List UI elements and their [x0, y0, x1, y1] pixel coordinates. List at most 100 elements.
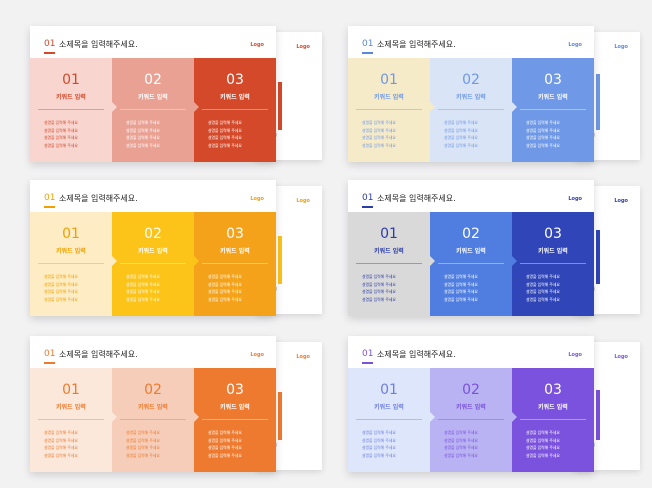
step-number: 01 — [62, 382, 80, 398]
divider — [38, 109, 104, 110]
divider — [120, 263, 186, 264]
step-description: 설명을 입력해 주세요 — [44, 127, 78, 133]
logo: Logo — [250, 352, 264, 358]
step-description: 설명을 입력해 주세요 — [44, 437, 78, 443]
step-panel: 03 키워드 입력 설명을 입력해 주세요 설명을 입력해 주세요 설명을 입력해 … — [512, 58, 594, 162]
arrow-icon — [194, 412, 199, 422]
step-number: 01 — [380, 72, 398, 88]
logo: Logo — [614, 44, 628, 50]
arrow-icon — [512, 102, 517, 112]
step-panel: 03 키워드 입력 설명을 입력해 주세요 설명을 입력해 주세요 설명을 입력해 … — [194, 212, 276, 316]
step-panel: 02 키워드 입력 설명을 입력해 주세요 설명을 입력해 주세요 설명을 입력해 … — [430, 212, 517, 316]
slide-title: 소제목을 입력해주세요. — [59, 194, 138, 203]
step-number: 03 — [544, 382, 562, 398]
step-number: 02 — [144, 382, 162, 398]
logo: Logo — [296, 44, 310, 50]
step-description: 설명을 입력해 주세요 — [44, 274, 78, 279]
step-description: 설명을 입력해 주세요 — [208, 289, 242, 294]
divider — [38, 263, 104, 264]
step-number: 02 — [144, 72, 162, 88]
section-number: 01 — [362, 39, 374, 54]
step-description: 설명을 입력해 주세요 — [208, 437, 242, 443]
step-description: 설명을 입력해 주세요 — [208, 142, 242, 148]
step-description: 설명을 입력해 주세요 — [44, 142, 78, 148]
step-description: 설명을 입력해 주세요 — [208, 120, 242, 125]
step-description: 설명을 입력해 주세요 — [362, 452, 396, 458]
step-panel: 01 키워드 입력 설명을 입력해 주세요 설명을 입력해 주세요 설명을 입력해 … — [30, 212, 117, 316]
front-slide: 01 소제목을 입력해주세요. Logo 01 키워드 입력 설명을 입력해 주… — [30, 180, 276, 316]
logo: Logo — [296, 198, 310, 204]
step-keyword: 키워드 입력 — [456, 94, 486, 101]
section-number: 01 — [44, 39, 56, 54]
logo: Logo — [568, 352, 582, 358]
slide-title: 소제목을 입력해주세요. — [377, 40, 456, 49]
step-description: 설명을 입력해 주세요 — [362, 120, 396, 125]
step-panel: 03 키워드 입력 설명을 입력해 주세요 설명을 입력해 주세요 설명을 입력해 … — [194, 58, 276, 162]
arrow-icon — [112, 412, 117, 422]
step-description: 설명을 입력해 주세요 — [208, 135, 242, 140]
template-thumbnail[interactable]: Logo 4분기 01 소제목을 입력해주세요. Logo 01 키워드 입력 … — [348, 336, 640, 472]
template-thumbnail[interactable]: Logo 4분기 01 소제목을 입력해주세요. Logo 01 키워드 입력 … — [30, 26, 322, 162]
template-thumbnail[interactable]: Logo 4분기 01 소제목을 입력해주세요. Logo 01 키워드 입력 … — [30, 180, 322, 316]
chart-bar — [596, 390, 600, 440]
step-number: 01 — [62, 72, 80, 88]
template-thumbnail[interactable]: Logo 4분기 01 소제목을 입력해주세요. Logo 01 키워드 입력 … — [348, 26, 640, 162]
step-panel: 01 키워드 입력 설명을 입력해 주세요 설명을 입력해 주세요 설명을 입력해 … — [30, 58, 117, 162]
slide-header: 01 소제목을 입력해주세요. Logo — [30, 336, 276, 368]
logo: Logo — [614, 354, 628, 360]
step-description: 설명을 입력해 주세요 — [444, 142, 478, 148]
step-description: 설명을 입력해 주세요 — [44, 281, 78, 287]
divider — [202, 263, 268, 264]
divider — [356, 263, 422, 264]
step-description: 설명을 입력해 주세요 — [526, 289, 560, 294]
step-panel: 01 키워드 입력 설명을 입력해 주세요 설명을 입력해 주세요 설명을 입력해 … — [348, 368, 435, 472]
step-description: 설명을 입력해 주세요 — [126, 135, 160, 140]
logo: Logo — [614, 198, 628, 204]
step-description: 설명을 입력해 주세요 — [362, 296, 396, 302]
arrow-icon — [430, 412, 435, 422]
arrow-icon — [512, 256, 517, 266]
slide-title: 소제목을 입력해주세요. — [377, 350, 456, 359]
step-keyword: 키워드 입력 — [538, 404, 568, 411]
step-panels: 01 키워드 입력 설명을 입력해 주세요 설명을 입력해 주세요 설명을 입력해 … — [30, 58, 276, 162]
step-panels: 01 키워드 입력 설명을 입력해 주세요 설명을 입력해 주세요 설명을 입력해 … — [348, 368, 594, 472]
divider — [520, 109, 586, 110]
step-keyword: 키워드 입력 — [220, 248, 250, 255]
step-keyword: 키워드 입력 — [374, 248, 404, 255]
template-thumbnail[interactable]: Logo 4분기 01 소제목을 입력해주세요. Logo 01 키워드 입력 … — [30, 336, 322, 472]
step-number: 03 — [544, 226, 562, 242]
front-slide: 01 소제목을 입력해주세요. Logo 01 키워드 입력 설명을 입력해 주… — [348, 26, 594, 162]
step-description: 설명을 입력해 주세요 — [444, 430, 478, 435]
logo: Logo — [296, 354, 310, 360]
step-description: 설명을 입력해 주세요 — [126, 142, 160, 148]
step-description: 설명을 입력해 주세요 — [526, 445, 560, 450]
logo: Logo — [250, 196, 264, 202]
front-slide: 01 소제목을 입력해주세요. Logo 01 키워드 입력 설명을 입력해 주… — [348, 180, 594, 316]
step-panels: 01 키워드 입력 설명을 입력해 주세요 설명을 입력해 주세요 설명을 입력해 … — [30, 212, 276, 316]
step-description: 설명을 입력해 주세요 — [526, 437, 560, 443]
step-number: 03 — [226, 72, 244, 88]
step-description: 설명을 입력해 주세요 — [44, 296, 78, 302]
arrow-icon — [112, 256, 117, 266]
divider — [438, 419, 504, 420]
step-description: 설명을 입력해 주세요 — [526, 296, 560, 302]
divider — [120, 419, 186, 420]
step-keyword: 키워드 입력 — [138, 404, 168, 411]
step-description: 설명을 입력해 주세요 — [362, 289, 396, 294]
step-description: 설명을 입력해 주세요 — [126, 437, 160, 443]
slide-title: 소제목을 입력해주세요. — [59, 350, 138, 359]
step-panel: 02 키워드 입력 설명을 입력해 주세요 설명을 입력해 주세요 설명을 입력해 … — [430, 368, 517, 472]
chart-bar — [278, 392, 282, 440]
template-thumbnail[interactable]: Logo 4분기 01 소제목을 입력해주세요. Logo 01 키워드 입력 … — [348, 180, 640, 316]
step-description: 설명을 입력해 주세요 — [44, 452, 78, 458]
step-number: 02 — [144, 226, 162, 242]
step-description: 설명을 입력해 주세요 — [444, 452, 478, 458]
chart-bar — [278, 236, 282, 284]
step-description: 설명을 입력해 주세요 — [362, 127, 396, 133]
arrow-icon — [430, 102, 435, 112]
step-panels: 01 키워드 입력 설명을 입력해 주세요 설명을 입력해 주세요 설명을 입력해 … — [348, 212, 594, 316]
front-slide: 01 소제목을 입력해주세요. Logo 01 키워드 입력 설명을 입력해 주… — [30, 26, 276, 162]
step-description: 설명을 입력해 주세요 — [526, 274, 560, 279]
step-description: 설명을 입력해 주세요 — [126, 120, 160, 125]
divider — [38, 419, 104, 420]
